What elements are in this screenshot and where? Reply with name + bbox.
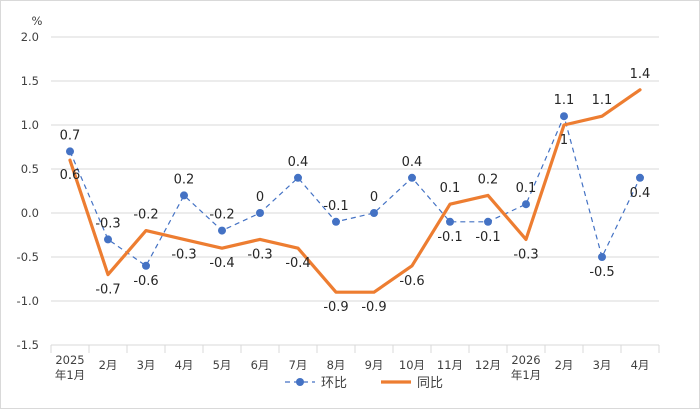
y-axis-unit: % bbox=[32, 14, 43, 28]
data-label: -0.3 bbox=[95, 216, 120, 231]
y-tick-label: 1.5 bbox=[21, 74, 39, 88]
data-point bbox=[294, 173, 302, 182]
data-label: 1.4 bbox=[630, 67, 651, 82]
data-label: -0.1 bbox=[437, 230, 462, 245]
data-point bbox=[598, 253, 606, 261]
data-point bbox=[522, 200, 530, 209]
data-label: -0.6 bbox=[399, 274, 424, 289]
data-point bbox=[560, 112, 568, 121]
data-label: -0.9 bbox=[323, 300, 348, 315]
x-tick-label: 2025 年1月 bbox=[55, 353, 85, 382]
data-label: -0.5 bbox=[589, 265, 614, 280]
data-point bbox=[256, 209, 264, 217]
data-point bbox=[104, 235, 112, 244]
data-label: -0.9 bbox=[361, 300, 386, 315]
y-tick-label: -1.0 bbox=[17, 294, 39, 308]
data-label: 1.1 bbox=[592, 93, 613, 108]
data-point bbox=[218, 226, 226, 235]
data-label: 1 bbox=[560, 133, 568, 148]
x-tick-label: 3月 bbox=[137, 358, 156, 372]
data-point bbox=[332, 217, 340, 226]
x-tick-label: 2026 年1月 bbox=[511, 353, 541, 382]
x-tick-label: 8月 bbox=[327, 358, 346, 372]
data-label: 0.1 bbox=[516, 181, 537, 196]
data-label: -0.3 bbox=[171, 247, 196, 262]
data-label: 0.1 bbox=[440, 181, 461, 196]
gridlines bbox=[51, 36, 659, 302]
y-tick-label: 2.0 bbox=[21, 30, 39, 44]
data-label: 0.4 bbox=[630, 186, 651, 201]
data-point bbox=[408, 173, 416, 182]
legend-label: 同比 bbox=[417, 376, 443, 391]
data-label: 0.2 bbox=[478, 172, 499, 187]
series-layer bbox=[66, 88, 644, 294]
y-tick-label: -1.5 bbox=[17, 338, 39, 352]
x-tick-label: 2月 bbox=[99, 358, 118, 372]
data-label: -0.4 bbox=[285, 256, 310, 271]
data-label: -0.7 bbox=[95, 283, 120, 298]
data-point bbox=[484, 217, 492, 226]
series-line-0 bbox=[69, 115, 641, 267]
data-label: -0.6 bbox=[133, 274, 158, 289]
data-label: 1.1 bbox=[554, 93, 575, 108]
data-labels: 0.7 -0.3 -0.6 0.2 -0.2 0 0.4 -0.1 0 0.4 -0.1 -0.1 0.… bbox=[60, 67, 651, 315]
data-point bbox=[370, 209, 378, 217]
data-label: -0.4 bbox=[209, 256, 234, 271]
y-tick-label: 1.0 bbox=[21, 118, 39, 132]
x-tick-label: 3月 bbox=[593, 358, 612, 372]
x-tick-label: 6月 bbox=[251, 358, 270, 372]
legend-label: 环比 bbox=[321, 376, 347, 391]
data-label: 0.4 bbox=[402, 155, 423, 170]
data-label: -0.1 bbox=[323, 199, 348, 214]
data-point bbox=[180, 191, 188, 200]
x-tick-label: 4月 bbox=[631, 358, 650, 372]
x-tick-label: 9月 bbox=[365, 358, 384, 372]
data-label: -0.3 bbox=[247, 247, 272, 262]
axes: 2.0 1.5 1.0 0.5 0.0 -0.5 -1.0 -1.5 2025 年1月 2月 3月 4月… bbox=[17, 30, 660, 382]
y-tick-label: 0.5 bbox=[21, 162, 39, 176]
data-label: 0.4 bbox=[288, 155, 309, 170]
legend-marker bbox=[296, 378, 304, 386]
data-label: 0.6 bbox=[60, 168, 81, 183]
data-point bbox=[66, 147, 74, 156]
x-tick-label: 4月 bbox=[175, 358, 194, 372]
data-label: -0.2 bbox=[133, 208, 158, 223]
data-label: -0.3 bbox=[513, 247, 538, 262]
data-label: 0.7 bbox=[60, 128, 81, 143]
x-tick-label: 2月 bbox=[555, 358, 574, 372]
x-tick-label: 11月 bbox=[437, 358, 463, 372]
y-tick-label: 0.0 bbox=[21, 206, 39, 220]
series-line-1 bbox=[68, 88, 642, 294]
data-label: -0.2 bbox=[209, 208, 234, 223]
y-tick-label: -0.5 bbox=[17, 250, 39, 264]
data-point bbox=[636, 173, 644, 182]
data-label: 0 bbox=[256, 190, 264, 205]
data-label: 0.2 bbox=[174, 172, 195, 187]
data-label: 0 bbox=[370, 190, 378, 205]
x-tick-label: 12月 bbox=[475, 358, 501, 372]
data-point bbox=[142, 261, 150, 270]
x-tick-label: 5月 bbox=[213, 358, 232, 372]
data-point bbox=[446, 217, 454, 226]
data-label: -0.1 bbox=[475, 230, 500, 245]
legend: 环比 同比 bbox=[285, 376, 443, 391]
x-tick-label: 7月 bbox=[289, 358, 308, 372]
x-tick-label: 10月 bbox=[399, 358, 425, 372]
